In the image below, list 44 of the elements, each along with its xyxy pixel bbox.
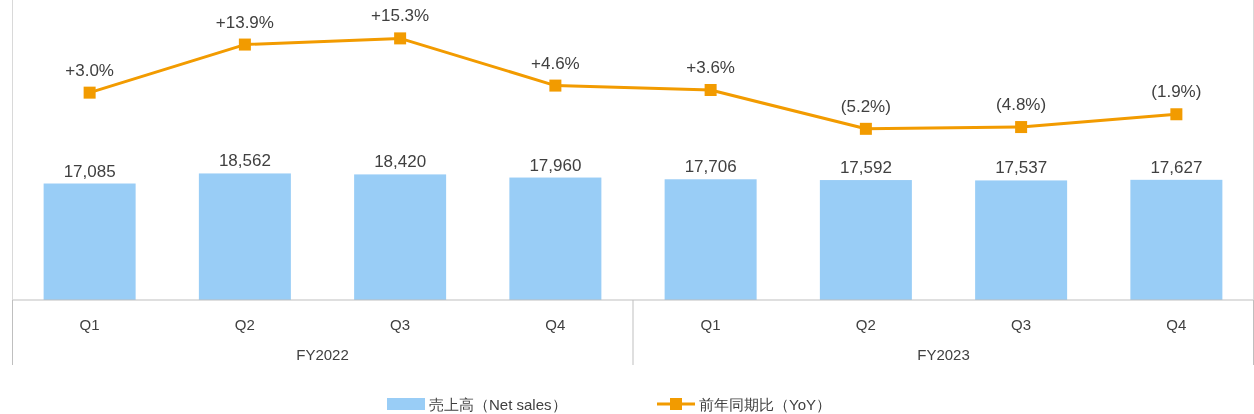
bar — [43, 183, 136, 300]
data-label: +3.6% — [686, 58, 735, 77]
point — [549, 79, 562, 92]
data-label: 17,960 — [529, 155, 582, 175]
point — [704, 84, 717, 96]
data-label: (4.8%) — [996, 95, 1047, 115]
point — [859, 122, 872, 135]
bar — [975, 180, 1068, 300]
data-label: +3.0% — [65, 60, 114, 80]
bar — [509, 177, 602, 300]
data-label: (1.9%) — [1151, 82, 1202, 102]
legend-label: 前年同期比（YoY） — [699, 396, 831, 413]
data-label: 18,420 — [374, 152, 427, 172]
data-label: +13.9% — [215, 12, 274, 32]
point — [238, 38, 251, 51]
data-label: 17,627 — [1150, 157, 1203, 177]
text: FY2023 — [917, 346, 970, 363]
x-tick-label: Q1 — [700, 316, 721, 333]
bar — [198, 173, 291, 300]
data-label: 17,085 — [63, 161, 116, 181]
bar — [819, 180, 912, 300]
data-label: 17,537 — [995, 158, 1048, 178]
x-tick-label: Q4 — [545, 316, 566, 333]
data-label: +4.6% — [531, 53, 580, 73]
bar — [354, 174, 447, 300]
x-tick-label: Q2 — [234, 316, 255, 333]
x-tick-label: Q3 — [1011, 316, 1032, 333]
bar — [1130, 179, 1223, 300]
point — [1015, 121, 1028, 134]
data-label: 17,592 — [839, 158, 892, 178]
point — [83, 86, 96, 99]
bar — [664, 179, 757, 300]
data-label: 18,562 — [218, 151, 271, 171]
data-label: (5.2%) — [840, 96, 891, 116]
data-label: +15.3% — [371, 6, 430, 26]
x-tick-label: Q4 — [1166, 316, 1187, 333]
x-tick-label: Q2 — [855, 316, 876, 333]
text: FY2022 — [296, 346, 349, 363]
point — [394, 32, 407, 45]
point — [1170, 108, 1183, 121]
x-tick-label: Q3 — [390, 316, 411, 333]
data-label: 17,706 — [684, 157, 737, 177]
x-tick-label: Q1 — [79, 316, 100, 333]
legend-label: 売上高（Net sales） — [429, 396, 567, 413]
